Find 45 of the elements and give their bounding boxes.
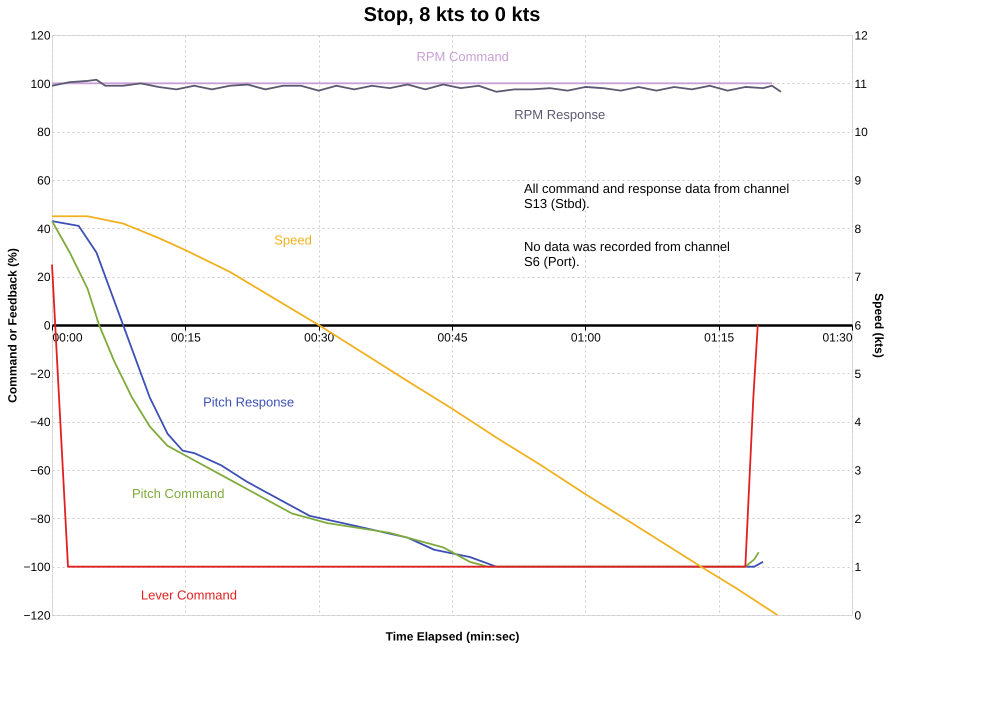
y-tick-label: −100: [23, 560, 51, 574]
x-tick-label: 01:30: [822, 330, 853, 344]
text: Speed: [274, 232, 312, 248]
chart-title: Stop, 8 kts to 0 kts: [364, 4, 540, 26]
y2-tick-label: 10: [854, 125, 868, 140]
y2-tick-label: 8: [854, 222, 862, 236]
y2-axis-title: Speed (kts): [872, 293, 886, 358]
y2-tick-label: 7: [854, 270, 862, 284]
y2-tick-label: 0: [854, 608, 862, 622]
x-tick-label: 00:15: [170, 330, 202, 344]
y-tick-label: −40: [30, 415, 51, 430]
series-label: RPM Command: [416, 48, 509, 64]
x-tick-label: 01:15: [704, 330, 735, 344]
x-tick-label: 00:45: [437, 330, 468, 344]
y-tick-label: −120: [23, 608, 51, 622]
text: Pitch Response: [203, 394, 294, 410]
x-tick-label: 01:00: [570, 330, 602, 344]
y2-tick-label: 5: [854, 366, 862, 381]
y2-tick-label: 9: [854, 174, 862, 188]
y-tick-label: 120: [30, 28, 51, 42]
y-tick-label: 0: [44, 318, 51, 332]
y2-tick-label: 6: [854, 318, 862, 332]
y-axis-title: Command or Feedback (%): [5, 248, 20, 403]
y-tick-label: −80: [30, 512, 51, 526]
y-tick-label: 60: [37, 174, 51, 188]
y-tick-label: 100: [30, 76, 51, 91]
x-tick-label: 00:30: [304, 330, 335, 344]
y2-tick-label: 2: [854, 512, 862, 526]
y2-tick-label: 11: [854, 76, 868, 91]
x-axis-title: Time Elapsed (min:sec): [386, 630, 520, 644]
annotation: All command and response data from channel S13 (Stbd).: [524, 180, 790, 211]
y-tick-label: 80: [37, 125, 51, 140]
y-tick-label: 20: [37, 270, 51, 284]
y2-tick-label: 4: [854, 415, 862, 430]
y2-tick-label: 1: [854, 560, 862, 574]
y-tick-label: 40: [37, 222, 51, 236]
line-series: [51, 78, 782, 93]
series-label: Pitch Command: [132, 486, 224, 502]
series-label: RPM Response: [514, 106, 606, 122]
y-tick-label: −60: [30, 464, 51, 478]
y2-tick-label: 3: [854, 464, 862, 478]
y-tick-label: −20: [30, 366, 51, 381]
annotation: No data was recorded from channel S6 (Port).: [524, 238, 730, 269]
series-label: Lever Command: [140, 588, 237, 603]
y2-tick-label: 12: [854, 28, 868, 42]
